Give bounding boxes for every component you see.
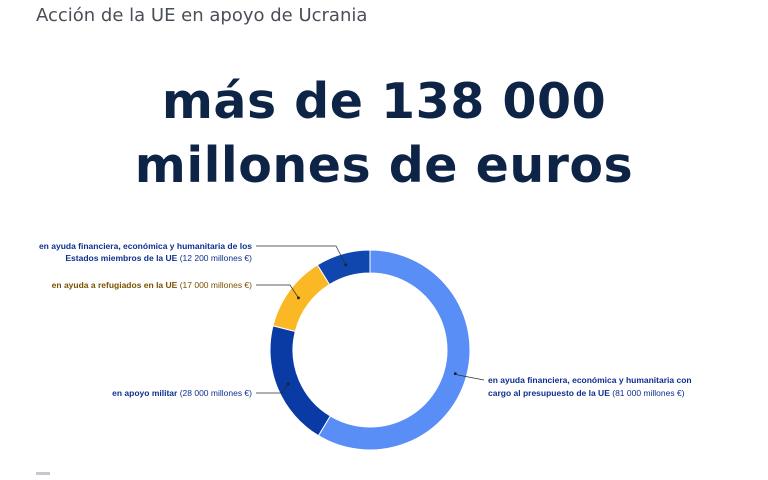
label-member-states: en ayuda financiera, económica y humanit… — [39, 241, 252, 251]
label-military-bold: en apoyo militar — [112, 388, 178, 398]
donut-slices — [269, 249, 471, 451]
label-eu-budget-amount: (81 000 millones €) — [612, 388, 684, 398]
leader-line-member-states — [256, 245, 347, 266]
slice-military — [269, 325, 332, 437]
leader-line-military — [256, 383, 289, 394]
headline: más de 138 000 millones de euros — [0, 70, 768, 198]
leader-dot — [297, 296, 300, 300]
page-footer-mark — [36, 472, 50, 475]
slice-eu-budget — [317, 249, 471, 451]
leader-lines — [256, 245, 485, 394]
label-refugees: en ayuda a refugiados en la UE (17 000 m… — [52, 280, 252, 290]
leader-dot — [344, 263, 348, 267]
leader-dot — [286, 382, 290, 386]
headline-line-2: millones de euros — [134, 137, 634, 194]
label-eu-budget-line1: en ayuda financiera, económica y humanit… — [488, 375, 692, 385]
label-refugees-bold: en ayuda a refugiados en la UE — [52, 280, 178, 290]
leader-line-refugees — [256, 284, 299, 299]
label-refugees-amount: (17 000 millones €) — [180, 280, 252, 290]
label-member-states-bold: Estados miembros de la UE — [65, 253, 177, 263]
label-military: en apoyo militar (28 000 millones €) — [112, 388, 252, 398]
headline-line-1: más de 138 000 — [161, 73, 607, 130]
label-member-states-amount: (12 200 millones €) — [180, 253, 252, 263]
label-eu-budget-bold: cargo al presupuesto de la UE — [488, 388, 610, 398]
page-subtitle: Acción de la UE en apoyo de Ucrania — [36, 5, 368, 26]
label-member-states-line1: en ayuda financiera, económica y humanit… — [39, 241, 252, 251]
slice-refugees — [272, 264, 331, 333]
label-member-states-line2: Estados miembros de la UE (12 200 millon… — [65, 253, 252, 263]
leader-dot — [453, 372, 457, 376]
label-military-amount: (28 000 millones €) — [180, 388, 252, 398]
label-eu-budget-line2: cargo al presupuesto de la UE (81 000 mi… — [488, 388, 685, 398]
